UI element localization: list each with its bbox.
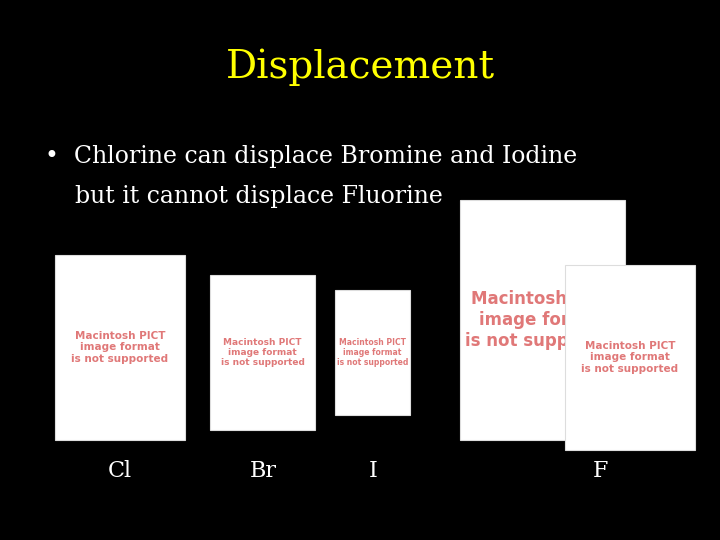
Text: Macintosh PICT
image format
is not supported: Macintosh PICT image format is not suppo… xyxy=(582,341,678,374)
Text: •  Chlorine can displace Bromine and Iodine: • Chlorine can displace Bromine and Iodi… xyxy=(45,145,577,168)
Bar xyxy=(210,275,315,430)
Bar xyxy=(55,255,185,440)
Text: Cl: Cl xyxy=(108,460,132,482)
Bar xyxy=(460,200,625,440)
Bar xyxy=(335,290,410,415)
Text: Macintosh PICT
image format
is not supported: Macintosh PICT image format is not suppo… xyxy=(71,331,168,364)
Text: Displacement: Displacement xyxy=(225,48,495,85)
Text: F: F xyxy=(593,460,608,482)
Text: but it cannot displace Fluorine: but it cannot displace Fluorine xyxy=(45,185,443,208)
Text: Macintosh PICT
image format
is not supported: Macintosh PICT image format is not suppo… xyxy=(220,338,305,367)
Text: I: I xyxy=(369,460,377,482)
Text: Br: Br xyxy=(250,460,276,482)
Text: Macintosh PICT
image format
is not supported: Macintosh PICT image format is not suppo… xyxy=(337,338,408,367)
Text: Macintosh PICT
image format
is not supported: Macintosh PICT image format is not suppo… xyxy=(465,290,620,350)
Bar xyxy=(565,265,695,450)
